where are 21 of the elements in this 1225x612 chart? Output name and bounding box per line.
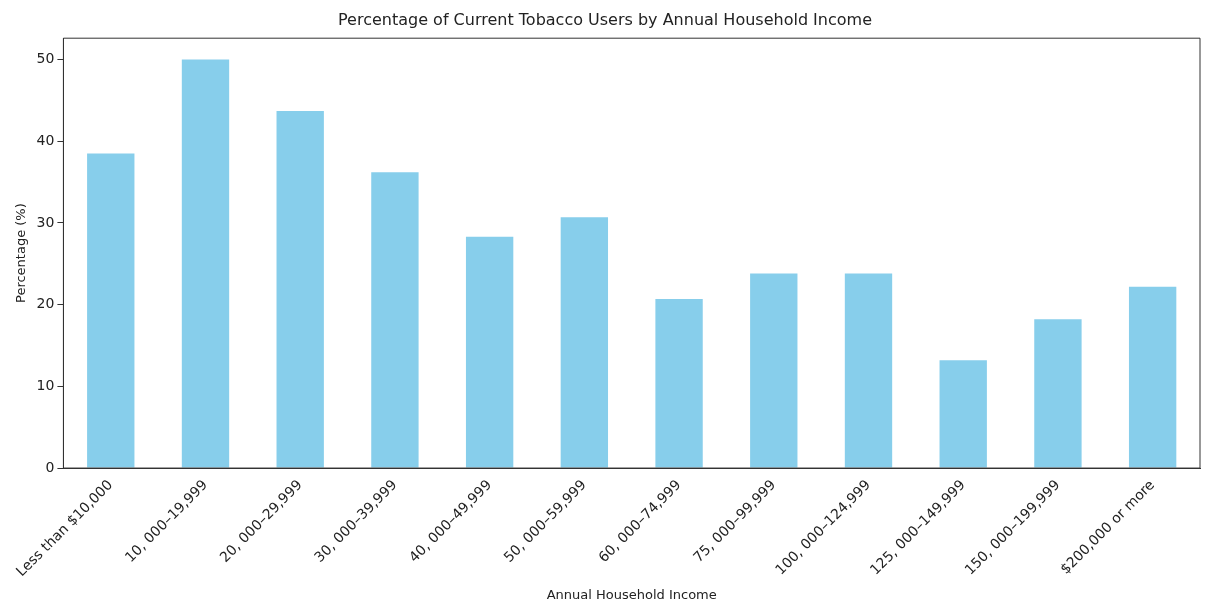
bar (1034, 319, 1082, 468)
bar (87, 153, 135, 468)
bar (181, 59, 230, 468)
bar (844, 273, 893, 468)
y-axis-title: Percentage (%) (13, 203, 29, 304)
bar (276, 110, 324, 468)
y-tick-label: 40 (36, 131, 55, 148)
bar (560, 217, 609, 468)
x-axis-title: Annual Household Income (546, 586, 717, 602)
bar (371, 172, 419, 468)
y-tick-label: 20 (36, 295, 55, 312)
y-tick-label: 30 (36, 213, 55, 230)
bar (465, 236, 514, 468)
bar (1128, 286, 1177, 468)
y-tick-label: 10 (36, 376, 55, 393)
bar (655, 298, 703, 468)
y-tick-label: 50 (36, 50, 55, 67)
bar (750, 273, 798, 468)
chart-title: Percentage of Current Tobacco Users by Annual Household Income (338, 9, 872, 29)
y-tick-label: 0 (45, 458, 55, 475)
bar (939, 360, 987, 468)
